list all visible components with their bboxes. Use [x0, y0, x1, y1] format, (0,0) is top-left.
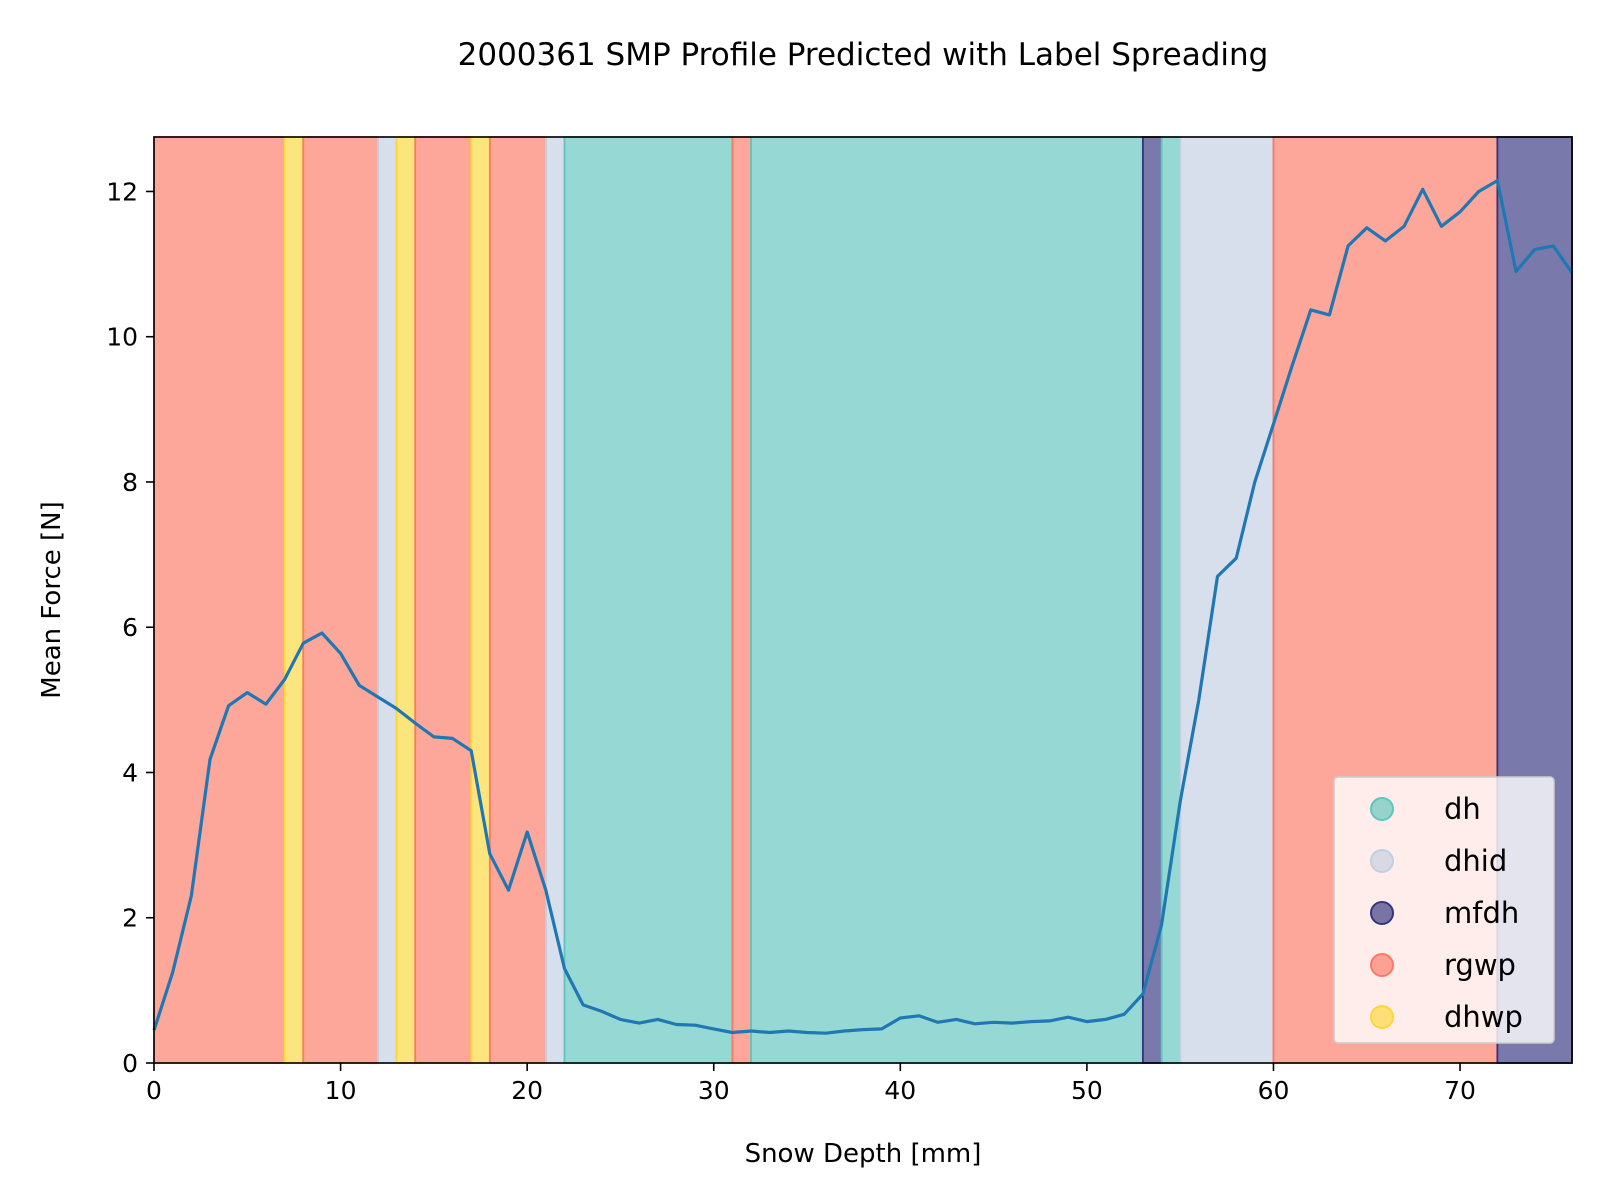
legend-box [1333, 776, 1555, 1044]
x-axis: 0 10 20 30 40 50 60 70 [146, 1063, 1476, 1105]
y-axis-label: Mean Force [N] [37, 501, 67, 698]
band-mfdh [1141, 136, 1163, 1064]
x-tick-label: 40 [884, 1076, 916, 1105]
band-rgwp [153, 136, 286, 1064]
plot-frame [153, 136, 1573, 1064]
legend-marker-dh [1370, 797, 1394, 821]
x-tick-label: 60 [1258, 1076, 1290, 1105]
x-tick-label: 20 [511, 1076, 543, 1105]
legend-label-rgwp: rgwp [1444, 948, 1516, 982]
legend: dh dhid mfdh rgwp dhwp [1333, 776, 1555, 1044]
y-tick-label: 6 [122, 613, 138, 642]
band-dhwp [470, 136, 491, 1064]
y-tick-label: 4 [122, 758, 138, 787]
legend-marker-dhwp [1370, 1005, 1394, 1029]
band-rgwp [302, 136, 379, 1064]
band-dhwp [395, 136, 417, 1064]
chart-title: 2000361 SMP Profile Predicted with Label… [458, 37, 1269, 73]
band-dhwp [283, 136, 305, 1064]
band-dh [750, 136, 1144, 1064]
band-dhid [376, 136, 398, 1064]
y-tick-label: 2 [122, 904, 138, 933]
y-axis: 0 2 4 6 8 10 12 [106, 177, 154, 1078]
x-axis-label: Snow Depth [mm] [745, 1139, 982, 1169]
series-line [152, 179, 1574, 1035]
x-tick-label: 30 [698, 1076, 730, 1105]
x-tick-label: 50 [1071, 1076, 1103, 1105]
x-tick-label: 10 [325, 1076, 357, 1105]
legend-label-dh: dh [1444, 792, 1481, 826]
band-rgwp [731, 136, 752, 1064]
band-rgwp [488, 136, 547, 1064]
legend-marker-rgwp [1370, 953, 1394, 977]
band-dhid [1179, 136, 1275, 1064]
band-dh [1160, 136, 1182, 1064]
legend-marker-mfdh [1370, 901, 1394, 925]
legend-label-dhid: dhid [1444, 844, 1507, 878]
legend-label-mfdh: mfdh [1444, 896, 1519, 930]
x-tick-label: 70 [1444, 1076, 1476, 1105]
series-layer [152, 179, 1574, 1035]
band-dh [563, 136, 734, 1064]
x-tick-label: 0 [146, 1076, 162, 1105]
y-tick-label: 10 [106, 323, 138, 352]
legend-marker-dhid [1370, 849, 1394, 873]
y-tick-label: 8 [122, 468, 138, 497]
y-tick-label: 12 [106, 177, 138, 206]
band-rgwp [414, 136, 473, 1064]
y-tick-label: 0 [122, 1049, 138, 1078]
legend-label-dhwp: dhwp [1444, 1000, 1523, 1034]
